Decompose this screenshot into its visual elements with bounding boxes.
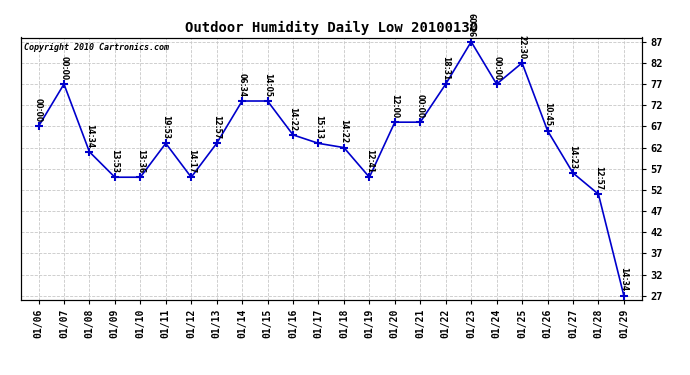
Text: 19:53: 19:53 <box>161 115 170 139</box>
Text: 14:23: 14:23 <box>569 145 578 169</box>
Text: 14:22: 14:22 <box>339 119 348 143</box>
Text: 14:34: 14:34 <box>85 123 94 148</box>
Text: 14:34: 14:34 <box>620 267 629 292</box>
Text: 12:00: 12:00 <box>391 94 400 118</box>
Text: 14:22: 14:22 <box>288 106 297 131</box>
Text: 10:45: 10:45 <box>543 102 552 126</box>
Text: 00:00: 00:00 <box>492 56 501 80</box>
Text: 22:30: 22:30 <box>518 34 526 59</box>
Text: 00:00: 00:00 <box>416 94 425 118</box>
Text: Copyright 2010 Cartronics.com: Copyright 2010 Cartronics.com <box>23 43 169 52</box>
Title: Outdoor Humidity Daily Low 20100130: Outdoor Humidity Daily Low 20100130 <box>185 21 477 35</box>
Text: 18:31: 18:31 <box>441 56 451 80</box>
Text: 14:17: 14:17 <box>187 149 196 173</box>
Text: 00:00: 00:00 <box>34 98 43 122</box>
Text: 15:13: 15:13 <box>314 115 323 139</box>
Text: 06:34: 06:34 <box>237 73 246 97</box>
Text: 13:36: 13:36 <box>136 149 145 173</box>
Text: 12:57: 12:57 <box>212 115 221 139</box>
Text: 12:57: 12:57 <box>594 166 603 190</box>
Text: 60:16: 60:16 <box>466 13 475 38</box>
Text: 14:05: 14:05 <box>263 73 272 97</box>
Text: 12:41: 12:41 <box>365 149 374 173</box>
Text: 13:53: 13:53 <box>110 149 119 173</box>
Text: 00:00: 00:00 <box>59 56 68 80</box>
